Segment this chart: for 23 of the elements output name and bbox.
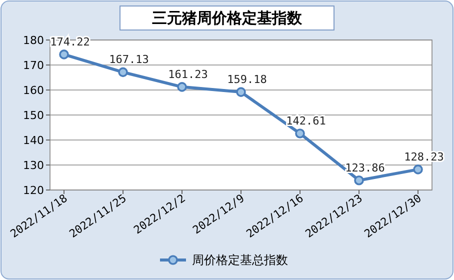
data-label: 167.13 [109, 53, 149, 66]
point [295, 128, 305, 138]
point [59, 50, 69, 60]
data-label: 159.18 [227, 73, 267, 86]
y-tick-label: 120 [23, 184, 44, 197]
point [118, 67, 128, 78]
point [354, 175, 364, 186]
data-label: 174.22 [50, 35, 90, 48]
y-tick-label: 180 [23, 34, 44, 47]
y-tick-label: 130 [23, 158, 44, 172]
data-label: 142.61 [286, 114, 326, 128]
y-tick-label: 160 [23, 84, 44, 97]
point [177, 82, 187, 92]
chart-title: 三元猪周价格定基指数 [152, 9, 303, 27]
point [236, 87, 246, 97]
y-tick-label: 170 [23, 58, 44, 72]
data-label: 128.23 [404, 150, 444, 164]
y-tick-label: 140 [23, 134, 44, 147]
data-label: 161.23 [168, 68, 208, 81]
legend-label: 周价格定基总指数 [192, 253, 288, 268]
y-tick-label: 150 [23, 108, 44, 122]
point [413, 164, 423, 174]
data-label: 123.86 [345, 161, 385, 174]
